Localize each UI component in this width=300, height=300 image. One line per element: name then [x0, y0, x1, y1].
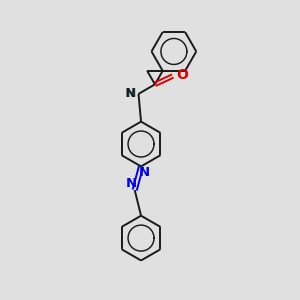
- Text: N: N: [139, 167, 150, 179]
- Text: H: H: [126, 87, 136, 100]
- Text: O: O: [177, 68, 189, 82]
- Text: N: N: [126, 177, 137, 190]
- Text: N: N: [122, 87, 136, 100]
